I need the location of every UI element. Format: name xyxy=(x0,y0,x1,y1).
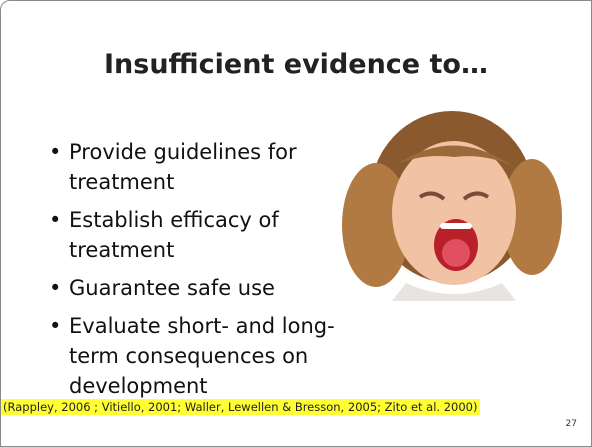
bullet-continuation: treatment xyxy=(47,167,367,197)
slide-title: Insufficient evidence to… xyxy=(1,49,591,80)
child-photo xyxy=(336,105,568,301)
bullet-item: Evaluate short- and long- xyxy=(47,311,367,341)
bullet-continuation: development xyxy=(47,371,367,401)
citation: (Rappley, 2006 ; Vitiello, 2001; Waller,… xyxy=(1,399,480,415)
bullet-item: Provide guidelines for xyxy=(47,137,367,167)
page-number: 27 xyxy=(566,419,577,429)
bullet-list: Provide guidelines fortreatmentEstablish… xyxy=(47,129,367,401)
bullet-item: Establish efficacy of xyxy=(47,205,367,235)
bullet-item: Guarantee safe use xyxy=(47,273,367,303)
bullet-continuation: term consequences on xyxy=(47,341,367,371)
bullet-continuation: treatment xyxy=(47,235,367,265)
slide: Insufficient evidence to… Provide guidel… xyxy=(0,0,592,447)
